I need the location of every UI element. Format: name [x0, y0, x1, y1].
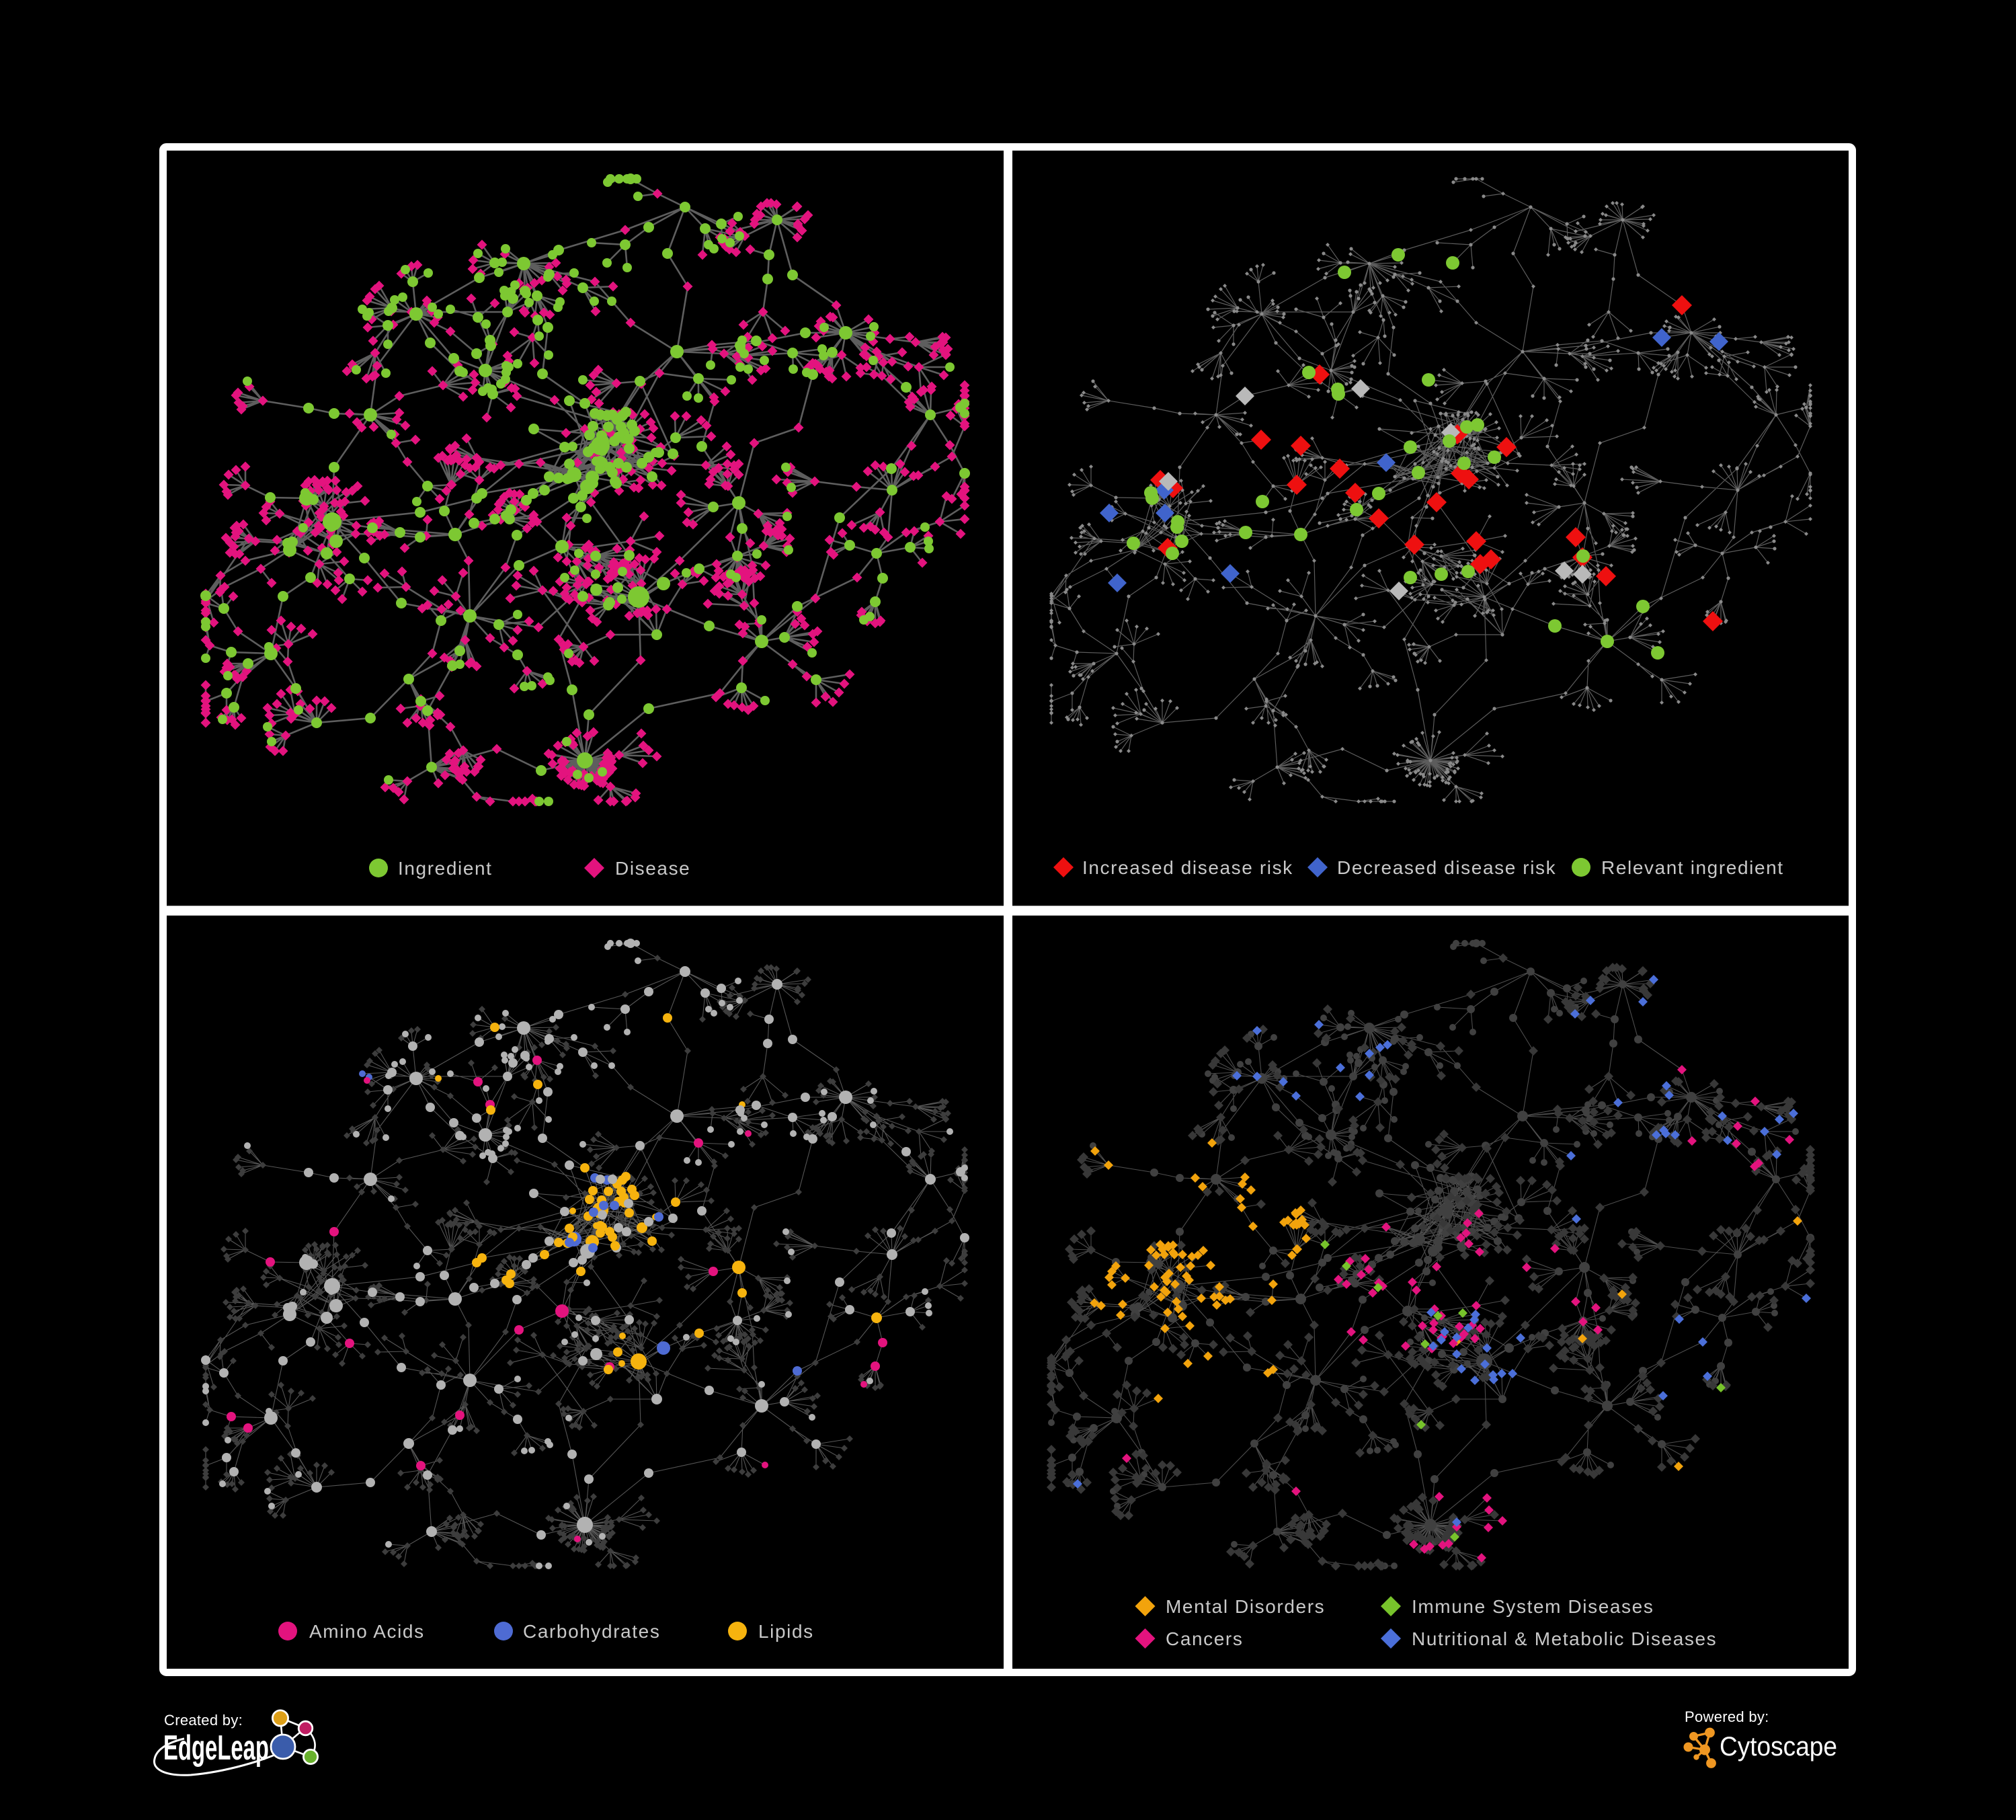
svg-text:Decreased disease risk: Decreased disease risk	[1337, 857, 1556, 878]
svg-text:Powered by:: Powered by:	[1685, 1708, 1769, 1725]
svg-text:Nutritional & Metabolic Diseas: Nutritional & Metabolic Diseases	[1412, 1628, 1717, 1649]
svg-text:Cytoscape: Cytoscape	[1720, 1732, 1837, 1762]
svg-text:Disease: Disease	[615, 858, 690, 879]
svg-text:Mental Disorders: Mental Disorders	[1166, 1596, 1325, 1617]
svg-text:EdgeLeap: EdgeLeap	[163, 1729, 269, 1768]
svg-text:Immune System Diseases: Immune System Diseases	[1412, 1596, 1654, 1617]
svg-text:Ingredient: Ingredient	[398, 858, 493, 879]
svg-text:Increased disease risk: Increased disease risk	[1082, 857, 1293, 878]
svg-text:Amino Acids: Amino Acids	[309, 1621, 425, 1642]
svg-text:Cancers: Cancers	[1166, 1628, 1243, 1649]
svg-text:Relevant ingredient: Relevant ingredient	[1601, 857, 1784, 878]
svg-text:Carbohydrates: Carbohydrates	[523, 1621, 660, 1642]
svg-text:Created by:: Created by:	[164, 1712, 243, 1729]
svg-text:Lipids: Lipids	[758, 1621, 814, 1642]
